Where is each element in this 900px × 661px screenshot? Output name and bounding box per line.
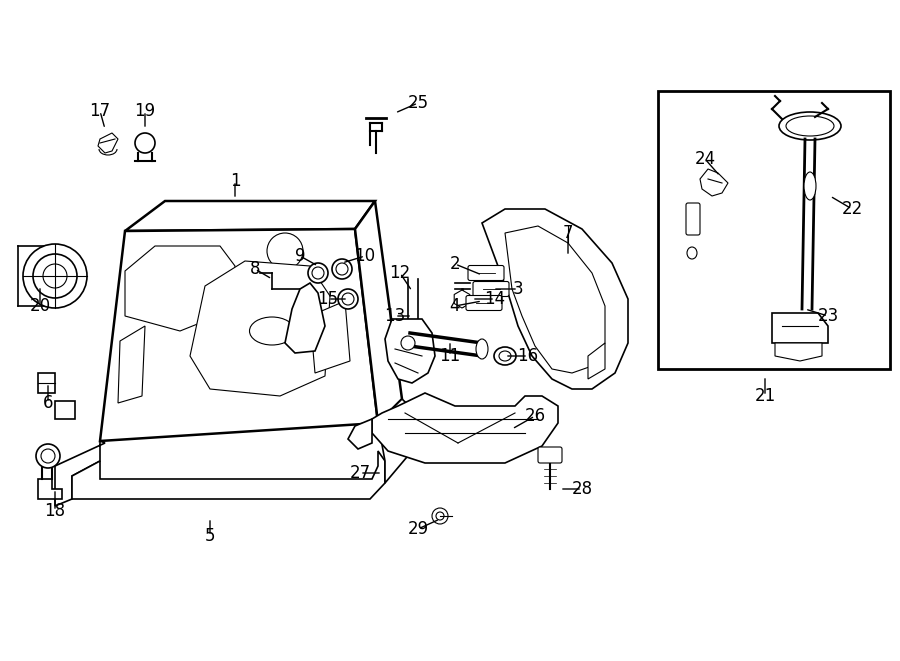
Text: 9: 9: [295, 247, 305, 265]
Polygon shape: [772, 313, 828, 343]
FancyBboxPatch shape: [473, 282, 509, 297]
Bar: [658, 91, 890, 369]
Text: 18: 18: [44, 502, 66, 520]
Polygon shape: [55, 441, 105, 506]
Text: 29: 29: [408, 520, 428, 538]
Circle shape: [342, 293, 354, 305]
Text: 10: 10: [355, 247, 375, 265]
Circle shape: [33, 254, 77, 298]
FancyBboxPatch shape: [686, 203, 700, 235]
Circle shape: [41, 449, 55, 463]
Text: 24: 24: [695, 150, 716, 168]
FancyBboxPatch shape: [468, 266, 504, 280]
Polygon shape: [38, 479, 62, 499]
Text: 23: 23: [817, 307, 839, 325]
FancyBboxPatch shape: [538, 447, 562, 463]
Text: 5: 5: [205, 527, 215, 545]
Circle shape: [401, 336, 415, 350]
Polygon shape: [190, 261, 330, 396]
Circle shape: [336, 263, 348, 275]
Ellipse shape: [494, 347, 516, 365]
Text: 12: 12: [390, 264, 410, 282]
Circle shape: [332, 259, 352, 279]
Polygon shape: [482, 209, 628, 389]
Polygon shape: [385, 319, 435, 383]
Polygon shape: [285, 283, 325, 353]
Polygon shape: [310, 301, 350, 373]
Text: 20: 20: [30, 297, 50, 315]
Circle shape: [267, 233, 303, 269]
Text: 3: 3: [513, 280, 523, 298]
Circle shape: [43, 264, 67, 288]
Circle shape: [23, 244, 87, 308]
Polygon shape: [125, 201, 375, 231]
Text: 6: 6: [43, 394, 53, 412]
Polygon shape: [118, 326, 145, 403]
Text: 25: 25: [408, 94, 428, 112]
Text: 21: 21: [754, 387, 776, 405]
Circle shape: [312, 267, 324, 279]
Polygon shape: [505, 226, 605, 373]
Ellipse shape: [687, 247, 697, 259]
Text: 11: 11: [439, 347, 461, 365]
Ellipse shape: [499, 351, 511, 361]
Text: 26: 26: [525, 407, 545, 425]
Text: 7: 7: [562, 224, 573, 242]
Polygon shape: [98, 133, 118, 153]
Polygon shape: [38, 373, 55, 393]
Circle shape: [436, 512, 444, 520]
Ellipse shape: [786, 116, 834, 136]
Text: 19: 19: [134, 102, 156, 120]
Polygon shape: [355, 201, 402, 423]
Text: 27: 27: [349, 464, 371, 482]
Text: 22: 22: [842, 200, 862, 218]
Polygon shape: [348, 419, 372, 449]
Text: 8: 8: [249, 260, 260, 278]
Circle shape: [36, 444, 60, 468]
Circle shape: [338, 289, 358, 309]
Ellipse shape: [476, 339, 488, 359]
Text: 15: 15: [318, 290, 338, 308]
Polygon shape: [125, 246, 235, 331]
Text: 4: 4: [450, 297, 460, 315]
Circle shape: [432, 508, 448, 524]
Text: 14: 14: [484, 290, 506, 308]
FancyBboxPatch shape: [466, 295, 502, 311]
Polygon shape: [588, 343, 605, 379]
Text: 16: 16: [518, 347, 538, 365]
Polygon shape: [72, 451, 385, 499]
Circle shape: [135, 133, 155, 153]
Text: 28: 28: [572, 480, 592, 498]
Text: 2: 2: [450, 255, 460, 273]
Ellipse shape: [249, 317, 294, 345]
Text: 17: 17: [89, 102, 111, 120]
Text: 13: 13: [384, 307, 406, 325]
Polygon shape: [378, 399, 420, 483]
Polygon shape: [55, 401, 75, 419]
Circle shape: [308, 263, 328, 283]
Ellipse shape: [779, 112, 841, 140]
Text: 1: 1: [230, 172, 240, 190]
Polygon shape: [775, 343, 822, 361]
Polygon shape: [372, 393, 558, 463]
Ellipse shape: [804, 172, 816, 200]
Polygon shape: [100, 229, 378, 441]
Polygon shape: [700, 169, 728, 196]
